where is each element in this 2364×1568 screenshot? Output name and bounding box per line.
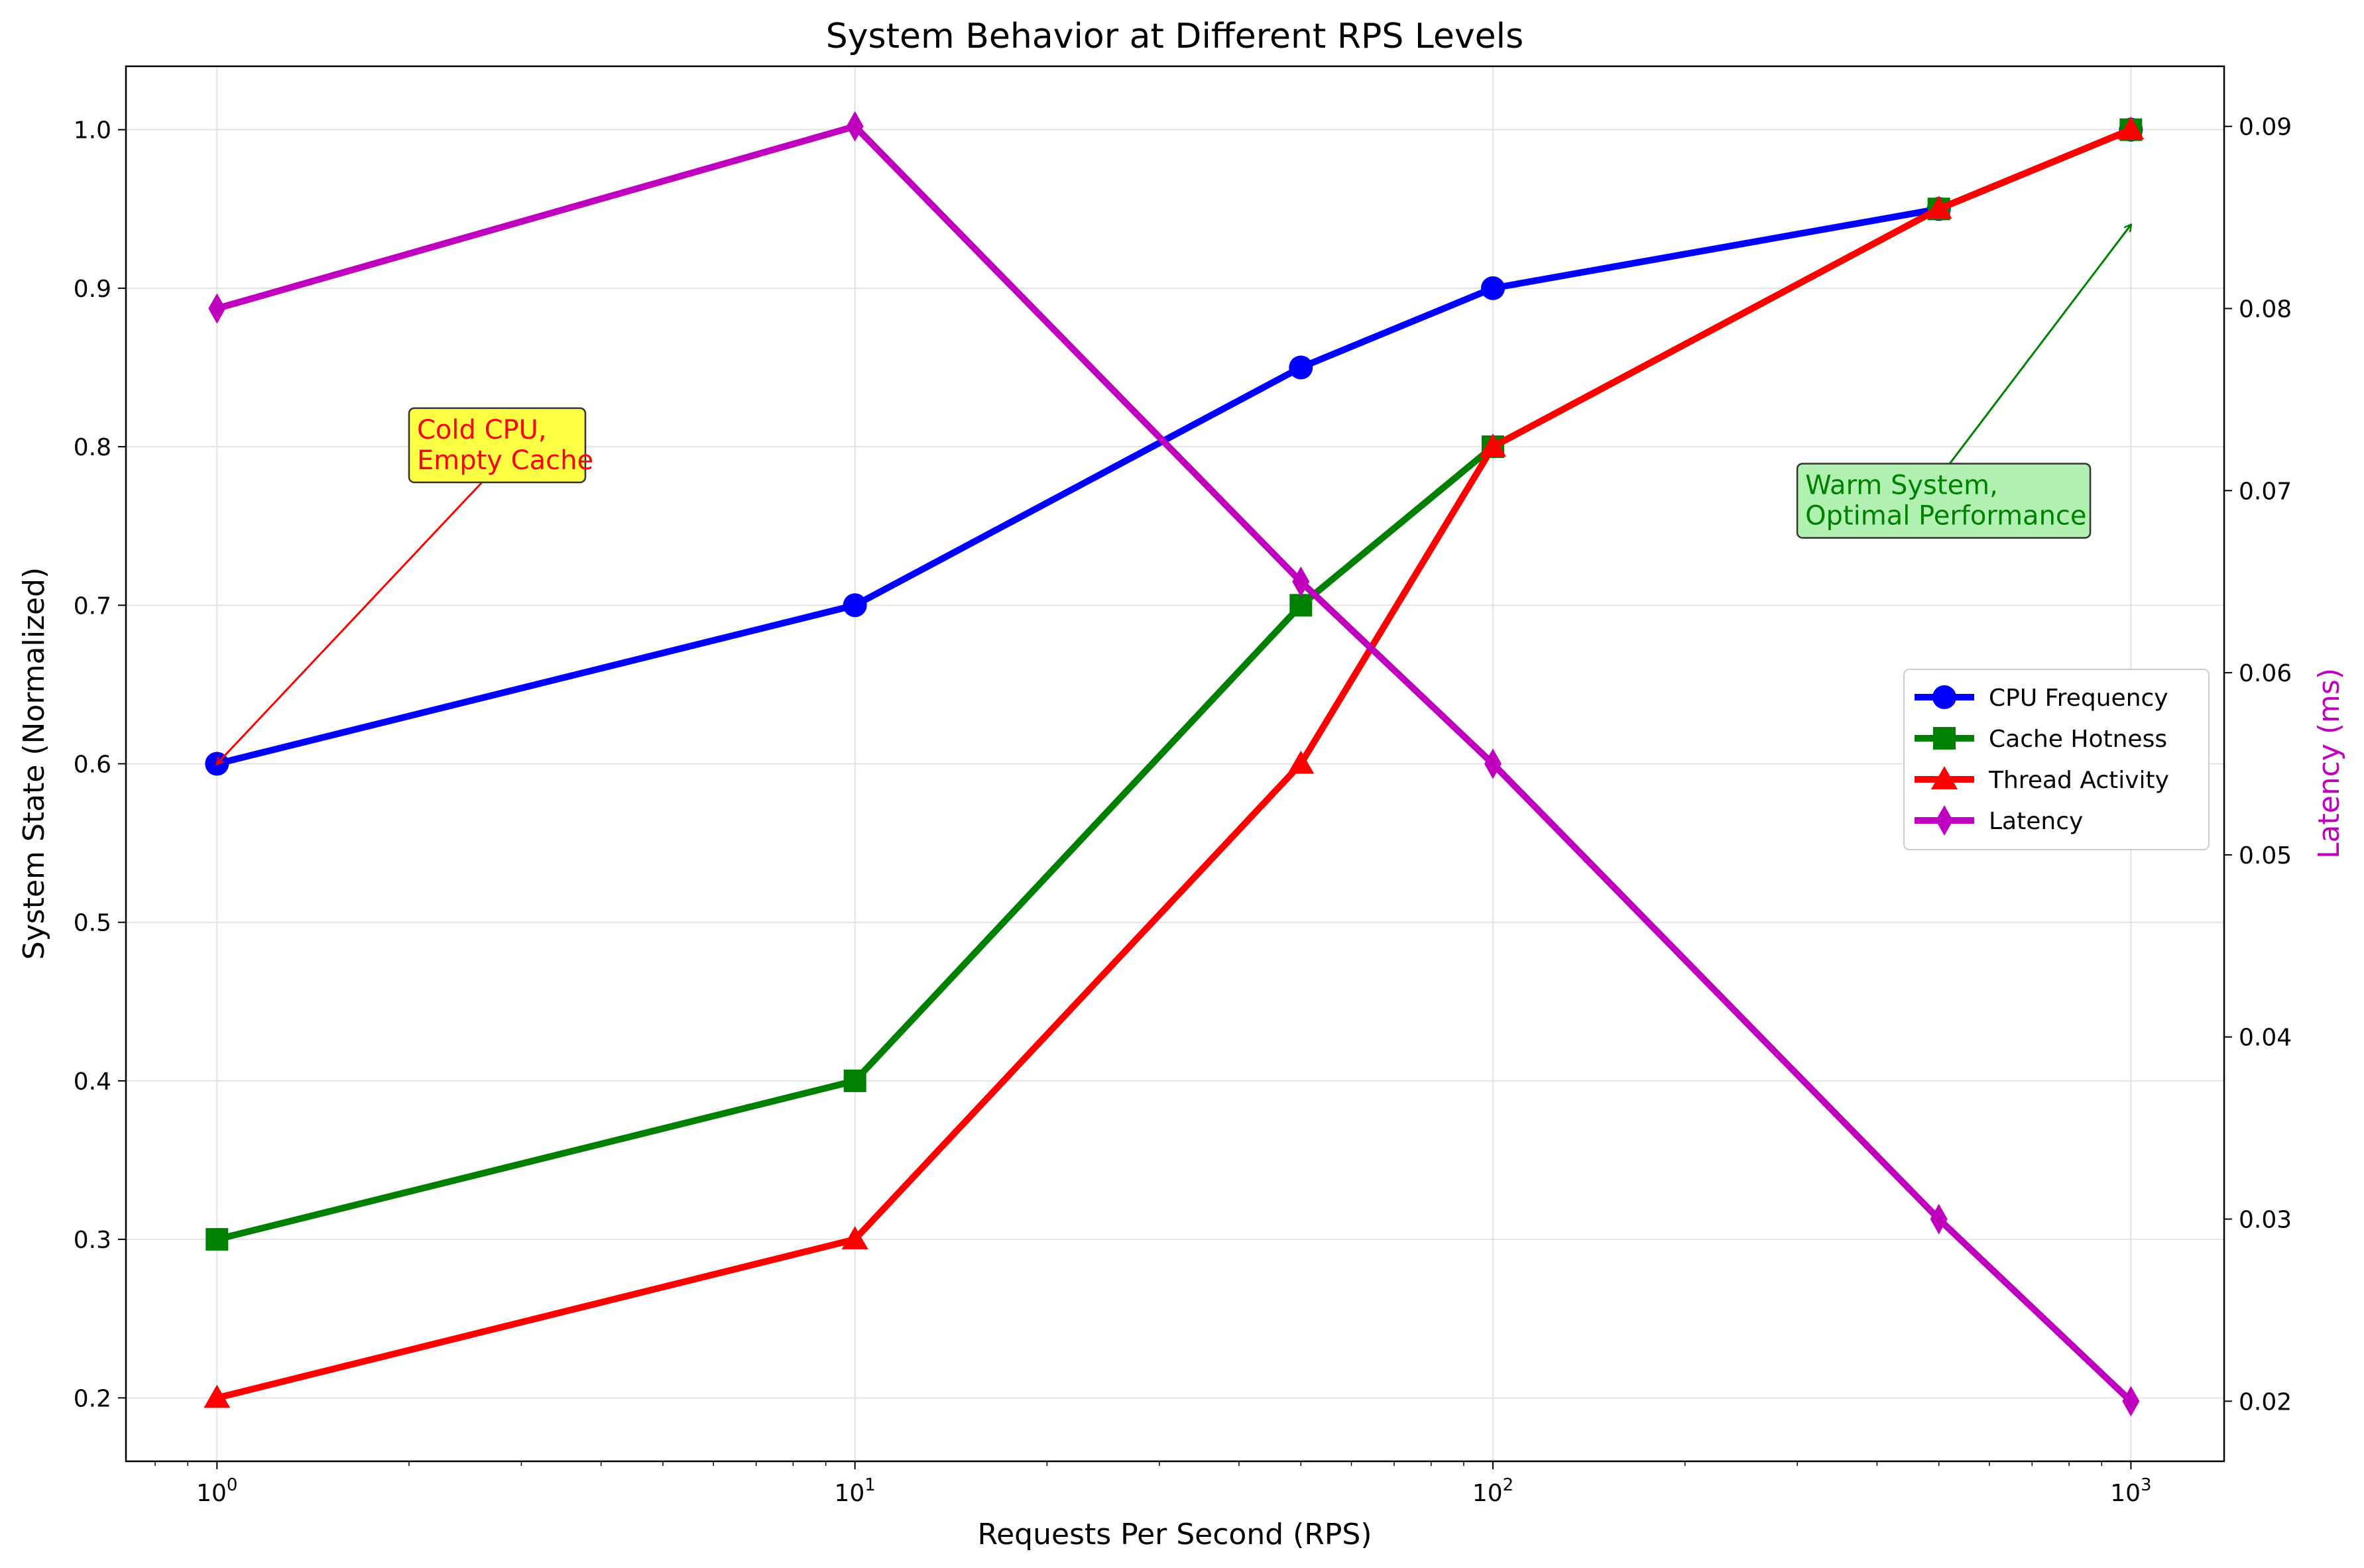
legend-entry: CPU Frequency <box>1915 685 2168 712</box>
series-line <box>216 127 2133 1402</box>
data-point <box>843 593 867 618</box>
y2-axis-label: Latency (ms) <box>2312 668 2346 859</box>
series-thread-activity <box>204 116 2145 1408</box>
y-tick-label: 1.0 <box>74 117 111 144</box>
annotation-box <box>1796 463 2092 539</box>
legend-label: Cache Hotness <box>1989 726 2167 753</box>
chart-title: System Behavior at Different RPS Levels <box>826 17 1523 56</box>
annotation-2: Warm System,Optimal Performance <box>1796 225 2131 539</box>
series-layer <box>204 111 2145 1417</box>
y-tick-label: 0.7 <box>74 592 111 620</box>
annotation-arrow <box>1948 225 2131 465</box>
annotation-box <box>408 407 587 484</box>
data-point <box>204 1384 231 1408</box>
y-tick-label: 0.8 <box>74 434 111 461</box>
data-point <box>2117 116 2145 140</box>
data-point <box>1484 748 1502 779</box>
legend-label: Latency <box>1989 808 2083 835</box>
y-tick-label: 0.2 <box>74 1385 111 1412</box>
data-point <box>1292 566 1310 597</box>
y2-tick-label: 0.05 <box>2239 842 2292 869</box>
data-point <box>841 1226 868 1250</box>
series-line <box>215 123 2133 1404</box>
data-point <box>206 1228 229 1251</box>
legend-entry: Cache Hotness <box>1915 726 2167 753</box>
y2-tick-label: 0.07 <box>2239 478 2292 505</box>
y2-tick-label: 0.02 <box>2239 1388 2292 1416</box>
y-axis-label: System State (Normalized) <box>17 567 51 960</box>
y-tick-label: 0.4 <box>74 1068 111 1095</box>
y-tick-label: 0.3 <box>74 1227 111 1254</box>
y-tick-label: 0.9 <box>74 276 111 303</box>
annotation-text: Optimal Performance <box>1805 501 2086 532</box>
y2-tick-label: 0.03 <box>2239 1207 2292 1234</box>
legend: CPU Frequency Cache Hotness Thread Activit… <box>1903 669 2210 850</box>
legend-marker <box>1931 766 1958 789</box>
data-point <box>2122 1386 2140 1417</box>
annotation-text: Empty Cache <box>417 445 593 476</box>
data-point <box>1289 594 1313 617</box>
axes: 0.2 0.3 0.4 0.5 0.6 0.7 0.8 0.9 1.0 0.02 0.03 0.04 0… <box>74 65 2292 1507</box>
legend-label: Thread Activity <box>1988 767 2169 794</box>
annotation-text: Warm System, <box>1805 471 1998 501</box>
x-axis-label: Requests Per Second (RPS) <box>977 1518 1372 1551</box>
annotation-1: Cold CPU,Empty Cache <box>217 407 593 764</box>
y2-tick-label: 0.04 <box>2239 1025 2292 1052</box>
series-line <box>216 127 2133 1243</box>
data-point <box>1480 433 1507 457</box>
legend-box <box>1903 669 2210 850</box>
y2-tick-label: 0.08 <box>2239 296 2292 323</box>
legend-marker <box>1933 727 1956 750</box>
y-tick-label: 0.5 <box>74 910 111 937</box>
legend-label: CPU Frequency <box>1989 685 2168 712</box>
y2-tick-label: 0.06 <box>2239 660 2292 687</box>
data-point <box>1925 196 1952 219</box>
data-point <box>846 111 864 142</box>
x-tick-label: 103 <box>2110 1475 2151 1507</box>
data-point <box>1930 1204 1948 1235</box>
data-point <box>1481 276 1506 300</box>
y2-tick-label: 0.09 <box>2239 114 2292 141</box>
annotation-arrow <box>217 481 483 764</box>
x-tick-label: 102 <box>1472 1475 1513 1507</box>
y-tick-label: 0.6 <box>74 752 111 779</box>
legend-entry: Thread Activity <box>1915 766 2169 794</box>
legend-marker <box>1936 805 1953 836</box>
legend-entry: Latency <box>1915 805 2083 836</box>
plot-frame <box>125 65 2225 1463</box>
x-tick-label: 101 <box>834 1475 875 1507</box>
data-point <box>208 293 226 324</box>
annotations: Cold CPU,Empty Cache Warm System,Optimal … <box>217 225 2131 763</box>
series-latency <box>208 111 2140 1417</box>
legend-marker <box>1932 685 1956 709</box>
annotation-text: Cold CPU, <box>417 415 547 445</box>
data-point <box>843 1069 866 1092</box>
data-point <box>1289 355 1313 380</box>
x-tick-label: 100 <box>196 1475 237 1507</box>
data-point <box>1287 750 1315 774</box>
